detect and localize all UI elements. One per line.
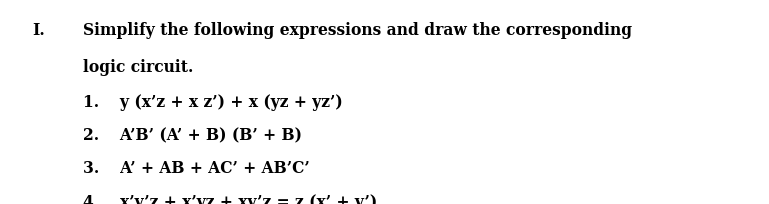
Text: I.: I. — [32, 21, 45, 38]
Text: logic circuit.: logic circuit. — [83, 59, 194, 76]
Text: 4.  x’y’z + x’yz + xy’z = z (x’ + y’): 4. x’y’z + x’yz + xy’z = z (x’ + y’) — [83, 193, 378, 204]
Text: 3.  A’ + AB + AC’ + AB’C’: 3. A’ + AB + AC’ + AB’C’ — [83, 159, 310, 176]
Text: 1.  y (x’z + x z’) + x (yz + yz’): 1. y (x’z + x z’) + x (yz + yz’) — [83, 94, 343, 111]
Text: 2.  A’B’ (A’ + B) (B’ + B): 2. A’B’ (A’ + B) (B’ + B) — [83, 126, 302, 143]
Text: Simplify the following expressions and draw the corresponding: Simplify the following expressions and d… — [83, 21, 632, 38]
